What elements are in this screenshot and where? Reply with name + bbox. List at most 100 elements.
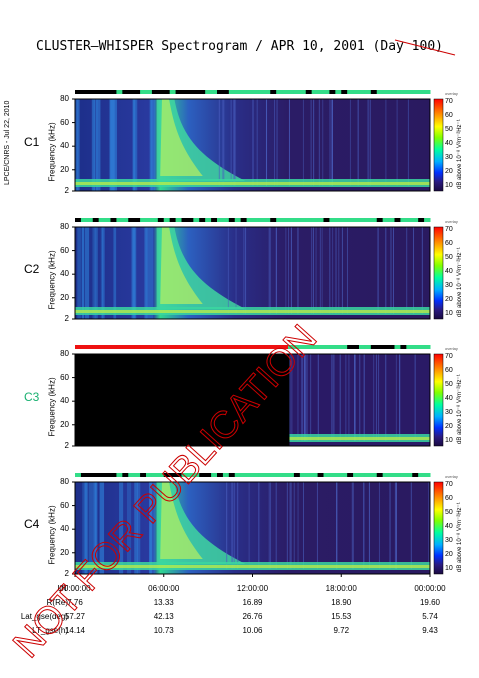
vertical-spike bbox=[410, 482, 412, 569]
colorbar-tick: 30 bbox=[445, 154, 453, 161]
x-tick-label: 06:00:00 bbox=[148, 584, 180, 593]
mode-bar-segment bbox=[116, 345, 123, 349]
mode-bar-segment bbox=[169, 473, 177, 477]
y-tick-label: 60 bbox=[60, 245, 69, 255]
mode-bar-segment bbox=[288, 345, 295, 349]
vertical-spike bbox=[316, 482, 318, 569]
colorbar bbox=[433, 98, 444, 192]
mode-bar-segment bbox=[217, 473, 224, 477]
vertical-spike bbox=[312, 227, 314, 314]
colorbar-tick: 30 bbox=[445, 409, 453, 416]
mode-bar-segment bbox=[258, 90, 265, 94]
y-tick-label: 40 bbox=[60, 269, 69, 279]
mode-bar-segment bbox=[110, 345, 117, 349]
mode-bar-segment bbox=[205, 345, 212, 349]
vertical-burst bbox=[132, 99, 136, 191]
vertical-spike bbox=[339, 354, 341, 441]
vertical-spike bbox=[258, 482, 260, 569]
mode-bar-segment bbox=[75, 473, 82, 477]
colorbar-tag: overlay bbox=[445, 219, 458, 224]
vertical-spike bbox=[289, 354, 291, 441]
vertical-burst bbox=[94, 227, 98, 319]
mode-bar-segment bbox=[92, 345, 100, 349]
mode-bar-segment bbox=[222, 90, 230, 94]
vertical-spike bbox=[306, 354, 308, 441]
vertical-spike bbox=[341, 227, 343, 314]
ephemeris-value: 14.14 bbox=[64, 626, 86, 635]
ephemeris-value: 9.72 bbox=[333, 626, 350, 635]
mode-bar-segment bbox=[146, 473, 153, 477]
vertical-spike bbox=[318, 99, 320, 186]
mode-bar-segment bbox=[122, 473, 129, 477]
mode-bar-segment bbox=[80, 218, 88, 222]
mode-bar-segment bbox=[222, 345, 230, 349]
vertical-spike bbox=[338, 227, 340, 314]
colorbar-tick: 50 bbox=[445, 126, 453, 133]
vertical-spike bbox=[363, 482, 365, 569]
mode-bar-segment bbox=[376, 473, 384, 477]
colorbar-tick: 10 bbox=[445, 437, 453, 444]
vertical-spike bbox=[268, 227, 270, 314]
x-tick-label: 00:00:00 bbox=[59, 584, 91, 593]
vertical-spike bbox=[245, 227, 247, 314]
y-tick-label: 80 bbox=[60, 94, 69, 103]
mode-bar-segment bbox=[394, 473, 401, 477]
mode-bar-segment bbox=[92, 90, 100, 94]
mode-bar-segment bbox=[175, 90, 182, 94]
mode-bar-segment bbox=[370, 90, 378, 94]
mode-bar-segment bbox=[128, 218, 135, 222]
vertical-spike bbox=[223, 99, 225, 186]
mode-bar-segment bbox=[406, 90, 413, 94]
mode-bar-segment bbox=[418, 473, 425, 477]
figure-title: CLUSTER–WHISPER Spectrogram / APR 10, 20… bbox=[36, 39, 443, 54]
mode-bar-segment bbox=[240, 345, 248, 349]
mode-bar-segment bbox=[175, 473, 182, 477]
mode-bar-segment bbox=[187, 218, 194, 222]
ephemeris-value: 7.76 bbox=[67, 598, 83, 607]
vertical-burst bbox=[91, 99, 95, 191]
x-tick-label: 00:00:00 bbox=[414, 584, 446, 593]
x-tick-label: 18:00:00 bbox=[325, 584, 357, 593]
panel-label-c4: C4 bbox=[24, 517, 40, 531]
ephem-label-ut: UT bbox=[57, 584, 68, 593]
emission-core bbox=[160, 99, 203, 176]
vertical-spike bbox=[227, 227, 229, 314]
mode-bar-segment bbox=[211, 345, 218, 349]
vertical-spike bbox=[231, 482, 233, 569]
vertical-spike bbox=[395, 482, 397, 569]
mode-bar-segment bbox=[205, 473, 212, 477]
mode-bar-segment bbox=[110, 90, 117, 94]
mode-bar-segment bbox=[110, 218, 117, 222]
mode-bar-segment bbox=[116, 218, 123, 222]
mode-bar-segment bbox=[406, 345, 413, 349]
mode-bar-segment bbox=[264, 90, 271, 94]
mode-bar-segment bbox=[388, 473, 395, 477]
mode-bar-segment bbox=[151, 345, 159, 349]
vertical-burst bbox=[75, 99, 79, 191]
vertical-spike bbox=[331, 354, 333, 441]
mode-bar-segment bbox=[240, 473, 248, 477]
mode-bar-segment bbox=[234, 90, 242, 94]
vertical-spike bbox=[268, 482, 270, 569]
colorbar-tick: 40 bbox=[445, 140, 453, 147]
mode-bar-segment bbox=[146, 218, 153, 222]
mode-bar-segment bbox=[205, 90, 212, 94]
mode-bar-segment bbox=[252, 345, 259, 349]
vertical-spike bbox=[233, 99, 235, 186]
mode-bar-segment bbox=[370, 473, 378, 477]
vertical-spike bbox=[252, 99, 254, 186]
vertical-spike bbox=[269, 227, 271, 314]
mode-bar-segment bbox=[299, 218, 307, 222]
mode-bar-segment bbox=[364, 345, 372, 349]
mode-bar-segment bbox=[140, 90, 147, 94]
vertical-spike bbox=[233, 482, 235, 569]
vertical-spike bbox=[390, 227, 392, 314]
mode-bar-segment bbox=[205, 218, 212, 222]
vertical-spike bbox=[288, 99, 290, 186]
mode-bar-segment bbox=[424, 218, 431, 222]
low-freq-core bbox=[289, 437, 430, 440]
mode-bar-segment bbox=[264, 473, 271, 477]
mode-bar-segment bbox=[246, 345, 253, 349]
vertical-burst bbox=[92, 227, 96, 319]
